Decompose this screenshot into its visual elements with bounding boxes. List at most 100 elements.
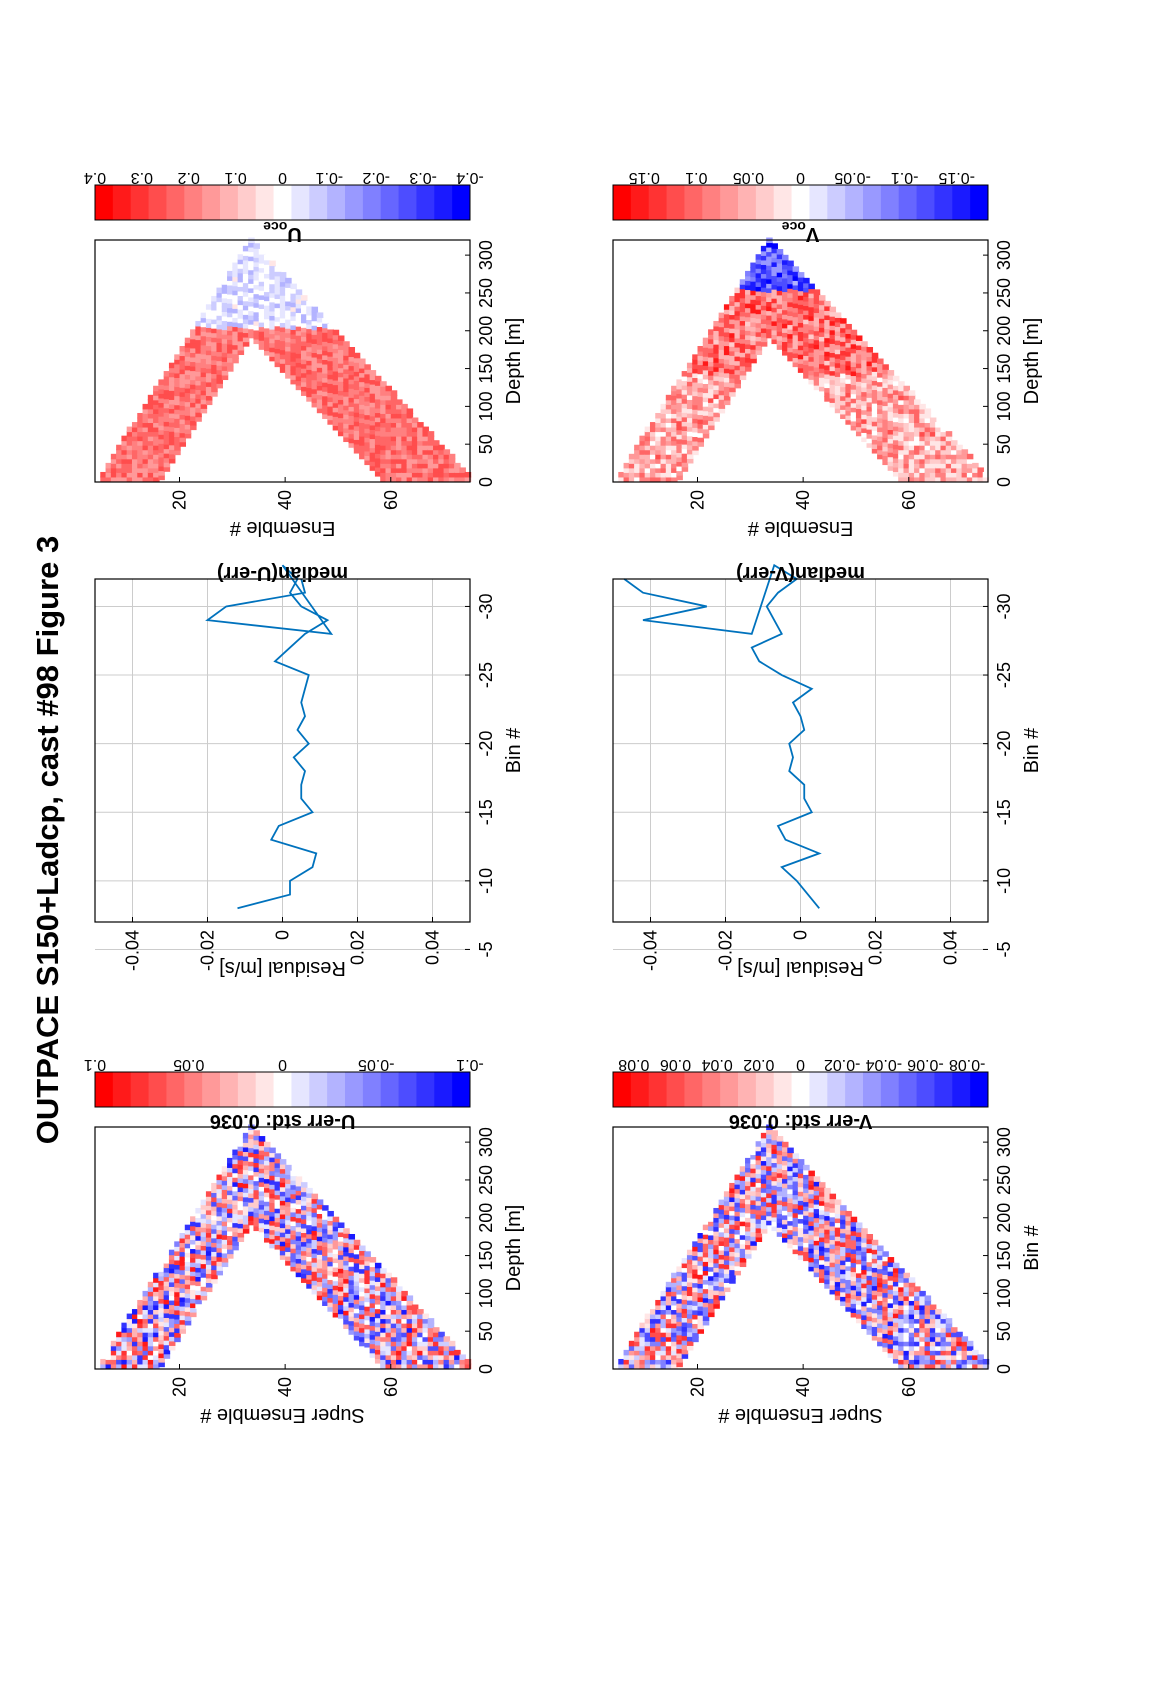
heatmap-cell [845, 1211, 852, 1217]
colorbar-cell [166, 1072, 184, 1107]
colorbar-cell [113, 1072, 131, 1107]
y-tick-label: -25 [476, 662, 496, 688]
heatmap-cell [872, 1240, 879, 1246]
heatmap-cell [824, 301, 831, 307]
x-axis-label: Super Ensemble # [717, 1404, 882, 1426]
colorbar-tick-label: 0.1 [224, 169, 246, 186]
y-tick-label: 50 [476, 434, 496, 454]
colorbar-cell [416, 1072, 434, 1107]
heatmap-cell [830, 307, 837, 313]
colorbar-tick-label: 0.4 [84, 169, 106, 186]
colorbar-cell [827, 1072, 845, 1107]
x-axis-label: Ensemble # [229, 517, 335, 539]
y-tick-label: -15 [994, 799, 1014, 825]
colorbar-cell [327, 185, 345, 220]
heatmap-cell [275, 1153, 282, 1159]
y-tick-label: 0 [476, 477, 496, 487]
heatmap-cell [338, 335, 345, 341]
colorbar-cell [434, 1072, 452, 1107]
colorbar-cell [202, 1072, 220, 1107]
colorbar-tick-label: 0.3 [131, 169, 153, 186]
colorbar-cell [345, 1072, 363, 1107]
colorbar-cell [881, 1072, 899, 1107]
y-tick-label: -15 [476, 799, 496, 825]
plot-title: median(V-err) [736, 562, 865, 584]
x-axis-label: Residual [m/s] [737, 957, 864, 979]
colorbar-cell [631, 1072, 649, 1107]
heatmap-cell [312, 1194, 319, 1200]
heatmap-cell [882, 1251, 889, 1257]
colorbar-tick-label: 0 [796, 1056, 805, 1073]
colorbar-cell [327, 1072, 345, 1107]
colorbar-cell [899, 1072, 917, 1107]
x-tick-label: 0.02 [348, 930, 368, 965]
colorbar-tick-label: -0.1 [456, 1056, 484, 1073]
colorbar-cell [970, 1072, 988, 1107]
heatmap-cell [793, 266, 800, 272]
heatmap-cell [449, 454, 456, 460]
heatmap-cell [391, 390, 398, 396]
colorbar-tick-label: 0.04 [701, 1056, 732, 1073]
heatmap-cell [290, 1171, 297, 1177]
x-tick-label: 0 [791, 930, 811, 940]
colorbar-cell [399, 1072, 417, 1107]
colorbar-cell [613, 1072, 631, 1107]
heatmap-cell [264, 1142, 271, 1148]
colorbar-cell [363, 185, 381, 220]
colorbar-tick-label: -0.2 [362, 169, 390, 186]
x-tick-label: -0.02 [716, 930, 736, 971]
x-tick-label: 60 [899, 1377, 919, 1397]
heatmap-cell [312, 307, 319, 313]
colorbar-cell [684, 1072, 702, 1107]
y-axis-label: Bin # [1021, 1224, 1043, 1270]
colorbar-cell [220, 1072, 238, 1107]
y-tick-label: 50 [476, 1321, 496, 1341]
y-tick-label: 200 [994, 1203, 1014, 1233]
heatmap-cell [269, 1148, 276, 1154]
colorbar-tick-label: -0.08 [949, 1056, 986, 1073]
heatmap-cells [618, 1125, 989, 1369]
heatmap-cell [407, 408, 414, 414]
x-tick-label: 0 [273, 930, 293, 940]
heatmap-cell [856, 1222, 863, 1228]
heatmap-cell [349, 347, 356, 353]
y-tick-label: 150 [476, 1241, 496, 1271]
colorbar-tick-label: 0.06 [660, 1056, 691, 1073]
y-axis-label: Depth [m] [503, 1205, 525, 1292]
y-tick-label: 200 [476, 316, 496, 346]
heatmap-cell [808, 1171, 815, 1177]
colorbar-cell [934, 1072, 952, 1107]
heatmap-cell [327, 1211, 334, 1217]
x-tick-label: 0.04 [941, 930, 961, 965]
heatmap-cell [349, 1234, 356, 1240]
colorbar-cell [184, 185, 202, 220]
colorbar-cell [291, 1072, 309, 1107]
series-line [624, 565, 819, 908]
heatmap-cells [100, 1125, 471, 1369]
colorbar-cell [774, 1072, 792, 1107]
heatmap-cell [253, 243, 259, 249]
colorbar-cell [95, 185, 113, 220]
colorbar-cell [399, 185, 417, 220]
heatmap-cell [280, 272, 287, 278]
x-tick-label: 60 [381, 490, 401, 510]
heatmap-cell [359, 1246, 366, 1252]
heatmap-cell [851, 330, 858, 336]
heatmap-cell [449, 1341, 456, 1347]
heatmap-cell [925, 1295, 932, 1301]
heatmap-cell [888, 1257, 895, 1263]
y-tick-label: 100 [476, 1278, 496, 1308]
y-tick-label: 150 [994, 1241, 1014, 1271]
colorbar-cell [256, 1072, 274, 1107]
heatmap-cell [285, 1165, 292, 1171]
colorbar-tick-label: -0.05 [358, 1056, 395, 1073]
heatmap-cell [280, 1159, 287, 1165]
heatmap-cell [317, 312, 324, 318]
colorbar-cell [309, 185, 327, 220]
heatmap-cell [893, 1263, 900, 1269]
